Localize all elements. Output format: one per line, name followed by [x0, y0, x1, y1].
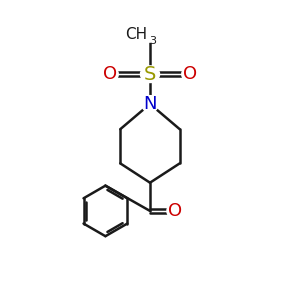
Text: O: O — [103, 65, 117, 83]
Text: S: S — [144, 65, 156, 84]
Ellipse shape — [167, 202, 184, 219]
Text: O: O — [168, 202, 182, 220]
Text: N: N — [143, 95, 157, 113]
Ellipse shape — [102, 66, 118, 82]
Text: CH: CH — [125, 27, 148, 42]
Ellipse shape — [182, 66, 198, 82]
Ellipse shape — [140, 66, 160, 82]
Text: O: O — [183, 65, 197, 83]
Ellipse shape — [142, 96, 158, 112]
Text: 3: 3 — [149, 36, 156, 46]
FancyBboxPatch shape — [136, 26, 164, 42]
